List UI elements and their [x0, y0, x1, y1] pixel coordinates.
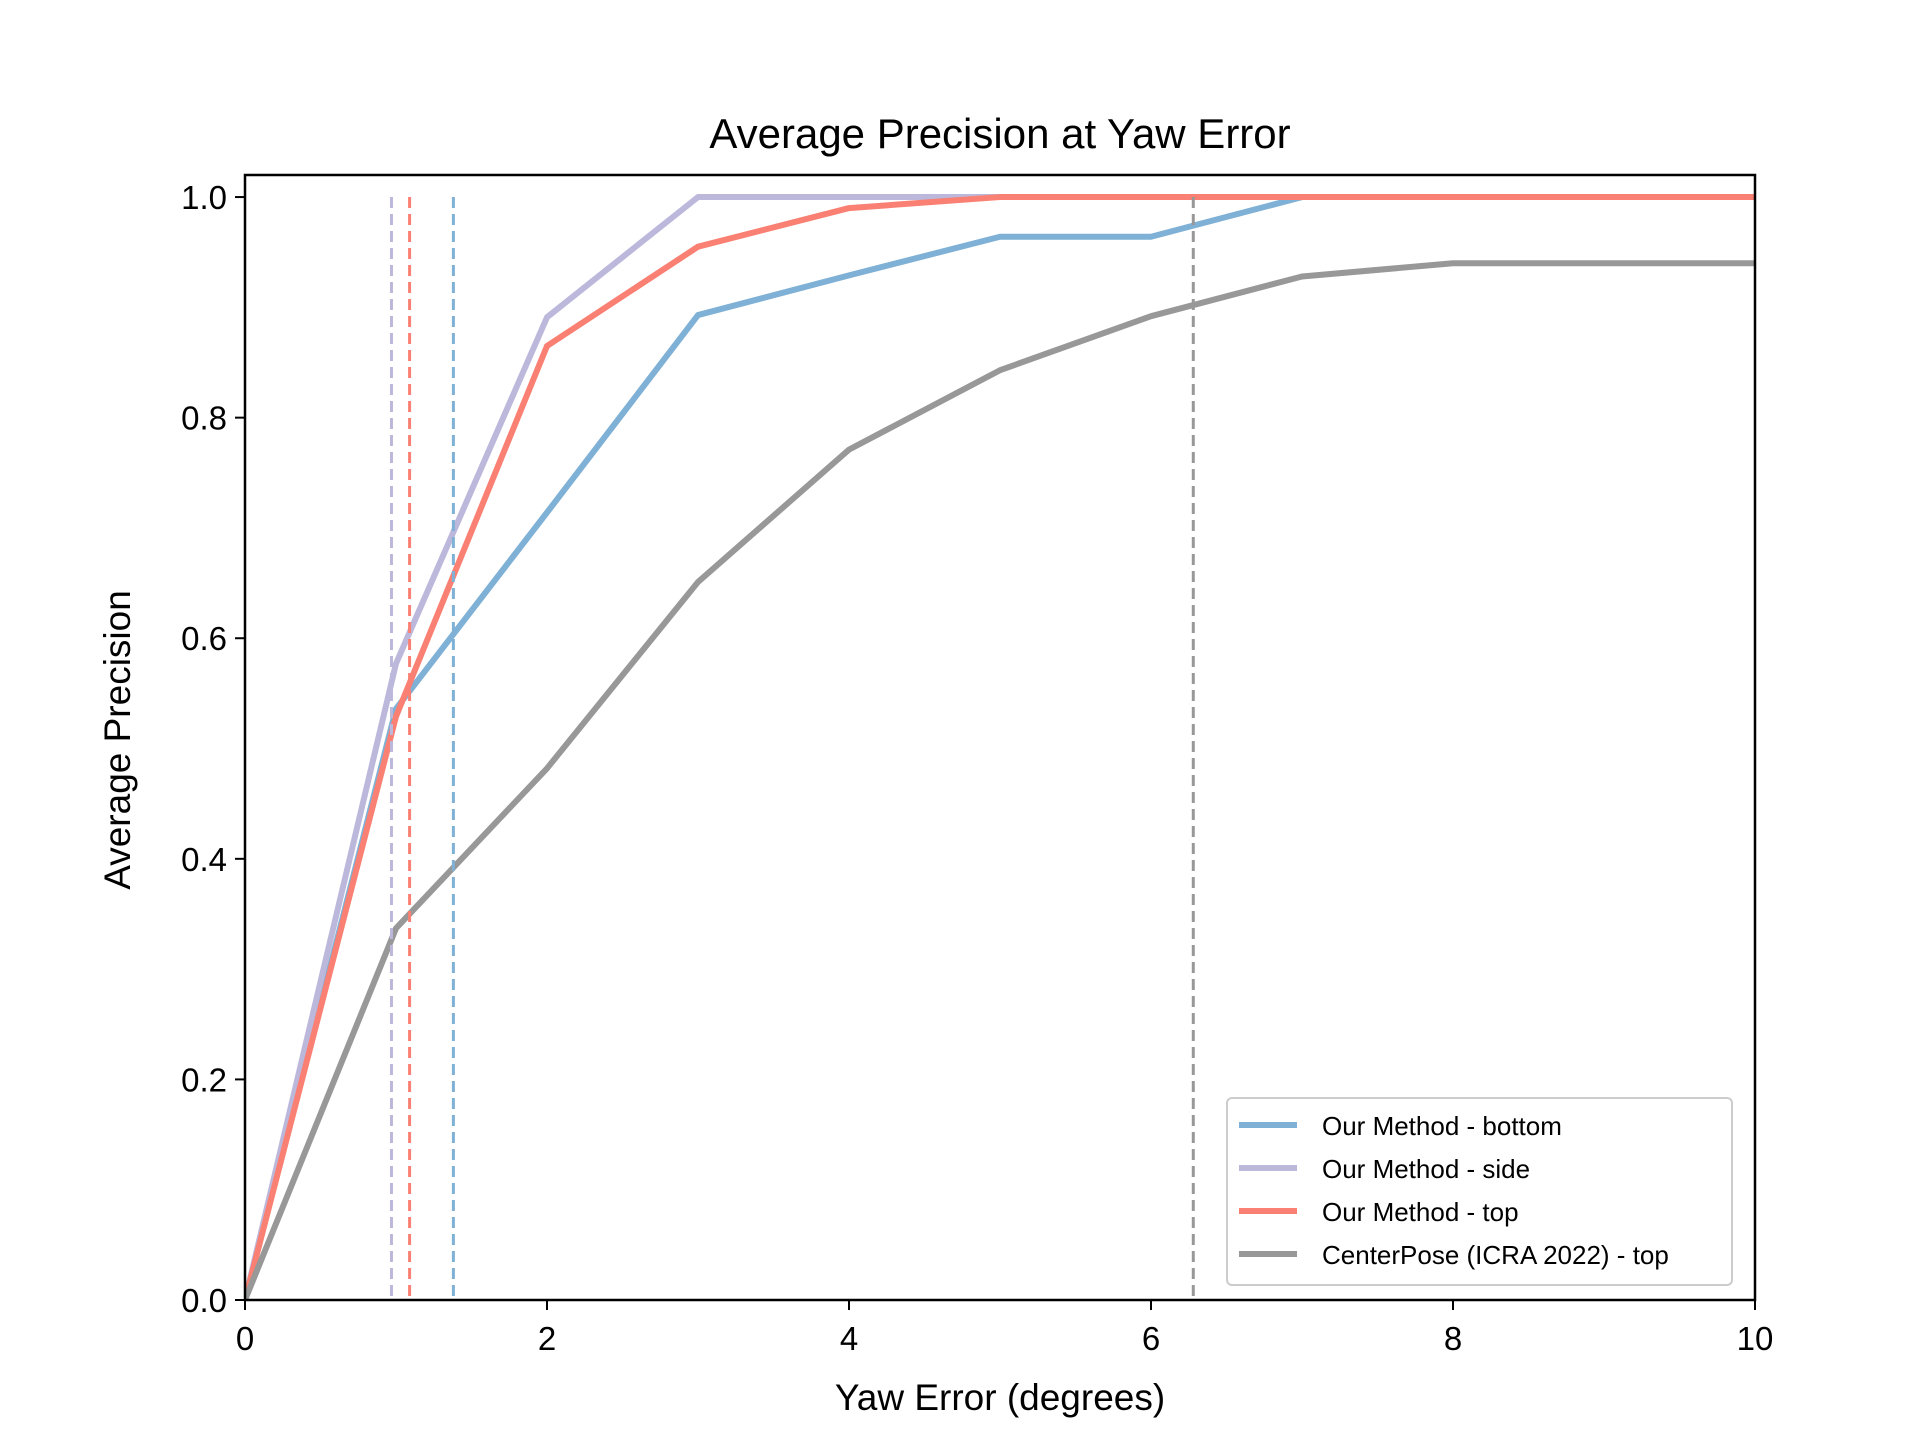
y-tick-label: 0.4 [181, 841, 227, 878]
legend-label-3: CenterPose (ICRA 2022) - top [1322, 1240, 1669, 1270]
x-tick-label: 4 [840, 1320, 858, 1357]
chart-title: Average Precision at Yaw Error [709, 110, 1290, 157]
legend-label-0: Our Method - bottom [1322, 1111, 1562, 1141]
x-axis-label: Yaw Error (degrees) [835, 1377, 1165, 1418]
axes-frame [243, 173, 1757, 1302]
x-tick-label: 10 [1737, 1320, 1774, 1357]
x-tick-label: 6 [1142, 1320, 1160, 1357]
y-tick-label: 0.0 [181, 1282, 227, 1319]
x-tick-label: 8 [1444, 1320, 1462, 1357]
series-line-2 [245, 194, 1755, 1300]
y-tick-label: 1.0 [181, 179, 227, 216]
x-tick-label: 2 [538, 1320, 556, 1357]
series-line-3 [245, 260, 1755, 1300]
y-axis-label: Average Precision [97, 590, 138, 890]
plot-area: 0 2 4 6 8 10 0.0 0.2 0.4 0.6 0.8 1.0 [181, 173, 1774, 1357]
y-tick-label: 0.8 [181, 400, 227, 437]
x-tick-label: 0 [236, 1320, 254, 1357]
legend: Our Method - bottom Our Method - side Our … [1226, 1097, 1733, 1286]
legend-box [1226, 1097, 1733, 1286]
legend-label-2: Our Method - top [1322, 1197, 1519, 1227]
y-tick-label: 0.2 [181, 1061, 227, 1098]
y-tick-label: 0.6 [181, 620, 227, 657]
series-group [245, 194, 1755, 1300]
legend-label-1: Our Method - side [1322, 1154, 1530, 1184]
